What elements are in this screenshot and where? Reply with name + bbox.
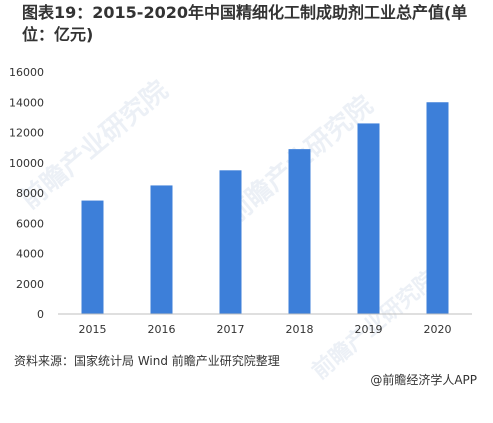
source-note: 资料来源：国家统计局 Wind 前瞻产业研究院整理 bbox=[14, 354, 280, 368]
y-axis: 0 2000 4000 6000 8000 10000 12000 14000 16000 bbox=[9, 66, 44, 321]
credit-label: @前瞻经济学人APP bbox=[370, 373, 477, 387]
x-tick-label: 2016 bbox=[148, 323, 176, 336]
x-tick-label: 2018 bbox=[286, 323, 314, 336]
x-tick-label: 2017 bbox=[217, 323, 245, 336]
y-tick-label: 6000 bbox=[16, 217, 44, 230]
y-tick-label: 12000 bbox=[9, 127, 44, 140]
bar-2019 bbox=[357, 123, 380, 314]
bar-2017 bbox=[219, 170, 242, 314]
y-tick-label: 4000 bbox=[16, 248, 44, 261]
bar-2015 bbox=[81, 200, 104, 314]
y-tick-label: 16000 bbox=[9, 66, 44, 79]
x-axis: 2015 2016 2017 2018 2019 2020 bbox=[79, 323, 452, 336]
y-tick-label: 0 bbox=[37, 308, 44, 321]
y-tick-label: 2000 bbox=[16, 278, 44, 291]
chart-title: 图表19：2015-2020年中国精细化工制成助剂工业总产值(单位：亿元) bbox=[22, 3, 468, 44]
x-tick-label: 2020 bbox=[424, 323, 452, 336]
bar-2016 bbox=[150, 185, 173, 314]
x-tick-label: 2019 bbox=[355, 323, 383, 336]
y-tick-label: 14000 bbox=[9, 96, 44, 109]
y-tick-label: 10000 bbox=[9, 157, 44, 170]
bar-2020 bbox=[426, 102, 449, 314]
bar-2018 bbox=[288, 149, 311, 314]
y-tick-label: 8000 bbox=[16, 187, 44, 200]
x-tick-label: 2015 bbox=[79, 323, 107, 336]
bars bbox=[81, 102, 449, 314]
